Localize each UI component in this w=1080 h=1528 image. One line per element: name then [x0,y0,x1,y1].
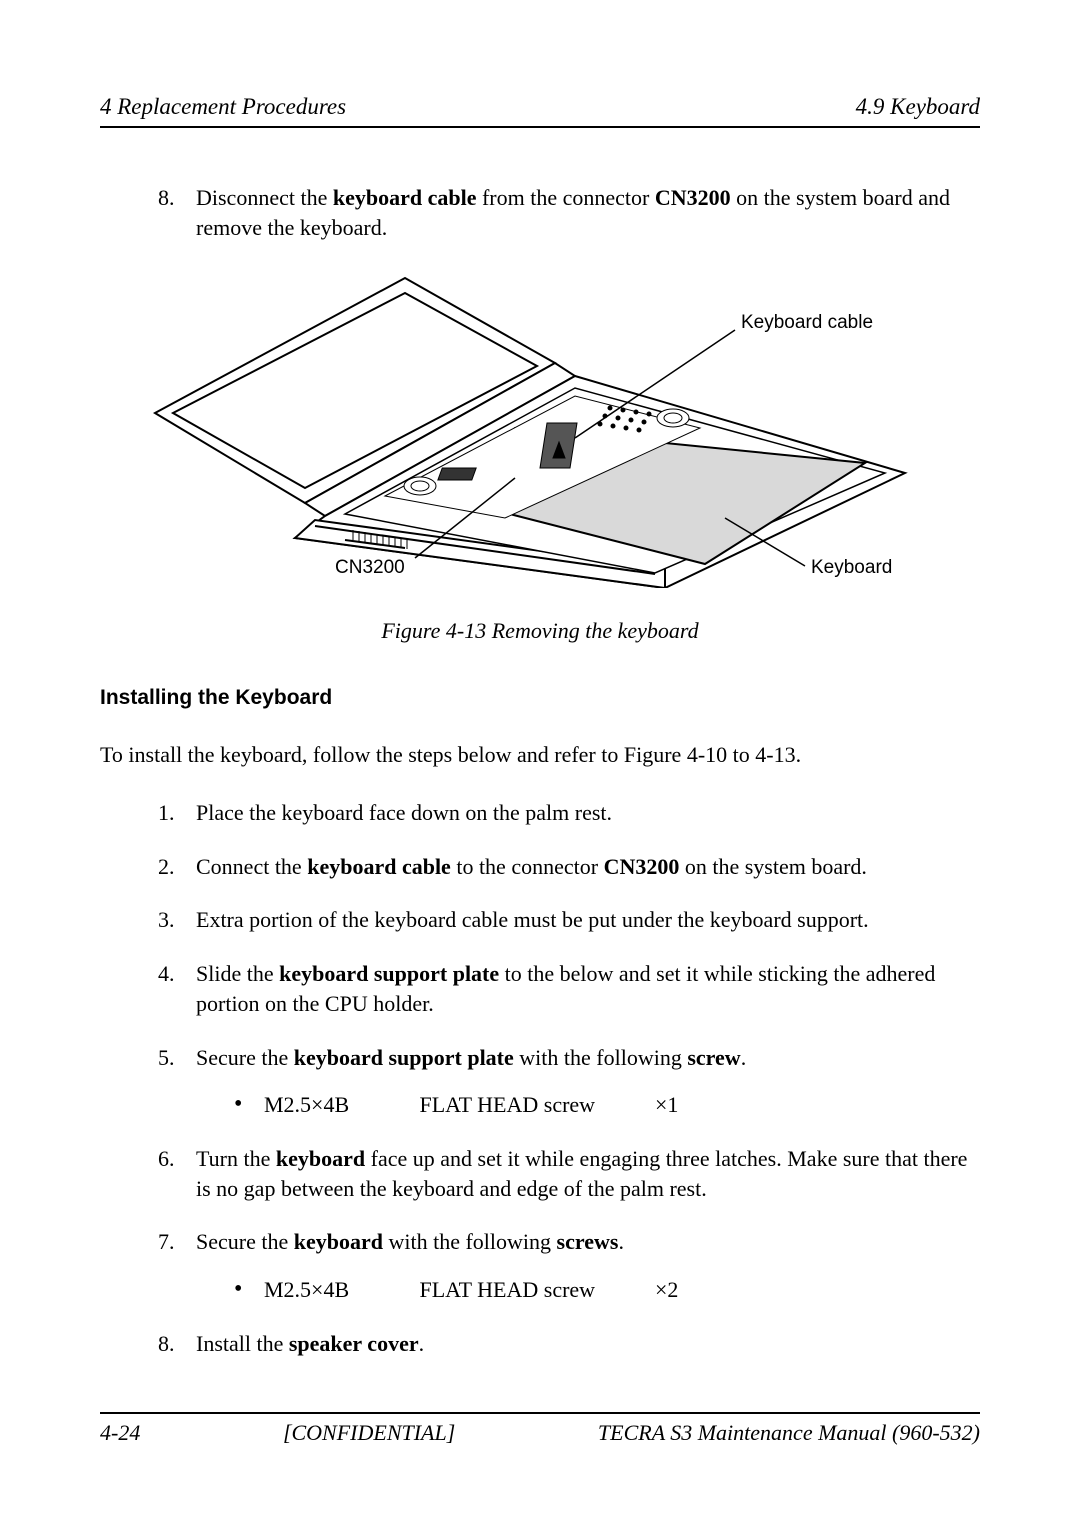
label-keyboard: Keyboard [811,557,892,578]
header-left: 4 Replacement Procedures [100,94,346,120]
figure-4-13: Keyboard cable CN3200 Keyboard Figure 4-… [100,268,980,646]
bold-term: screw [687,1045,740,1070]
screw-qty: ×2 [655,1275,678,1305]
step-text: Extra portion of the keyboard cable must… [196,907,869,932]
label-keyboard-cable: Keyboard cable [741,312,873,333]
bold-term: screws [557,1229,619,1254]
screw-spec: M2.5×4B [264,1275,414,1305]
step-number: 5. [158,1043,175,1073]
step-text: Secure the keyboard support plate with t… [196,1045,746,1070]
install-step-1: 1. Place the keyboard face down on the p… [158,798,980,828]
body-content: 8. Disconnect the keyboard cable from th… [100,183,980,1358]
page-root: 4 Replacement Procedures 4.9 Keyboard 8.… [0,0,1080,1528]
screw-spec-row: M2.5×4B FLAT HEAD screw ×1 [234,1090,980,1120]
bold-term: keyboard [294,1229,383,1254]
install-step-8: 8. Install the speaker cover. [158,1329,980,1359]
step-number: 7. [158,1227,175,1257]
screw-type: FLAT HEAD screw [420,1090,650,1120]
install-step-4: 4. Slide the keyboard support plate to t… [158,959,980,1018]
screw-spec-list: M2.5×4B FLAT HEAD screw ×2 [234,1275,980,1305]
step-text: Place the keyboard face down on the palm… [196,800,612,825]
screw-spec-list: M2.5×4B FLAT HEAD screw ×1 [234,1090,980,1120]
label-cn3200: CN3200 [335,557,405,578]
bold-term: keyboard support plate [294,1045,514,1070]
step-number: 8. [158,183,175,213]
footer-manual-title: TECRA S3 Maintenance Manual (960-532) [598,1420,980,1446]
running-head: 4 Replacement Procedures 4.9 Keyboard [100,94,980,128]
install-step-7: 7. Secure the keyboard with the followin… [158,1227,980,1304]
step-text: Slide the keyboard support plate to the … [196,961,935,1016]
install-step-3: 3. Extra portion of the keyboard cable m… [158,905,980,935]
removal-step-8: 8. Disconnect the keyboard cable from th… [158,183,980,242]
bold-term: CN3200 [604,854,680,879]
screw-spec: M2.5×4B [264,1090,414,1120]
bold-term: keyboard cable [307,854,451,879]
install-intro: To install the keyboard, follow the step… [100,740,980,770]
footer-page-number: 4-24 [100,1420,140,1446]
bold-term: speaker cover [289,1331,419,1356]
install-heading: Installing the Keyboard [100,684,980,712]
install-list: 1. Place the keyboard face down on the p… [158,798,980,1358]
screw-qty: ×1 [655,1090,678,1120]
step-number: 3. [158,905,175,935]
bold-term: keyboard [276,1146,365,1171]
laptop-diagram-svg: Keyboard cable CN3200 Keyboard [145,268,935,588]
removal-list: 8. Disconnect the keyboard cable from th… [158,183,980,242]
step-number: 4. [158,959,175,989]
step-number: 2. [158,852,175,882]
footer-confidential: [CONFIDENTIAL] [283,1420,455,1446]
step-number: 8. [158,1329,175,1359]
install-step-6: 6. Turn the keyboard face up and set it … [158,1144,980,1203]
header-right: 4.9 Keyboard [856,94,980,120]
bold-term: keyboard support plate [279,961,499,986]
step-text: Secure the keyboard with the following s… [196,1229,624,1254]
bold-term: CN3200 [655,185,731,210]
install-step-5: 5. Secure the keyboard support plate wit… [158,1043,980,1120]
screw-spec-row: M2.5×4B FLAT HEAD screw ×2 [234,1275,980,1305]
step-number: 1. [158,798,175,828]
install-step-2: 2. Connect the keyboard cable to the con… [158,852,980,882]
screw-type: FLAT HEAD screw [420,1275,650,1305]
figure-caption: Figure 4-13 Removing the keyboard [100,616,980,646]
step-number: 6. [158,1144,175,1174]
running-foot: 4-24 [CONFIDENTIAL] TECRA S3 Maintenance… [100,1412,980,1446]
step-text: Install the speaker cover. [196,1331,424,1356]
bold-term: keyboard cable [333,185,477,210]
step-text: Disconnect the keyboard cable from the c… [196,185,950,240]
step-text: Turn the keyboard face up and set it whi… [196,1146,967,1201]
step-text: Connect the keyboard cable to the connec… [196,854,867,879]
